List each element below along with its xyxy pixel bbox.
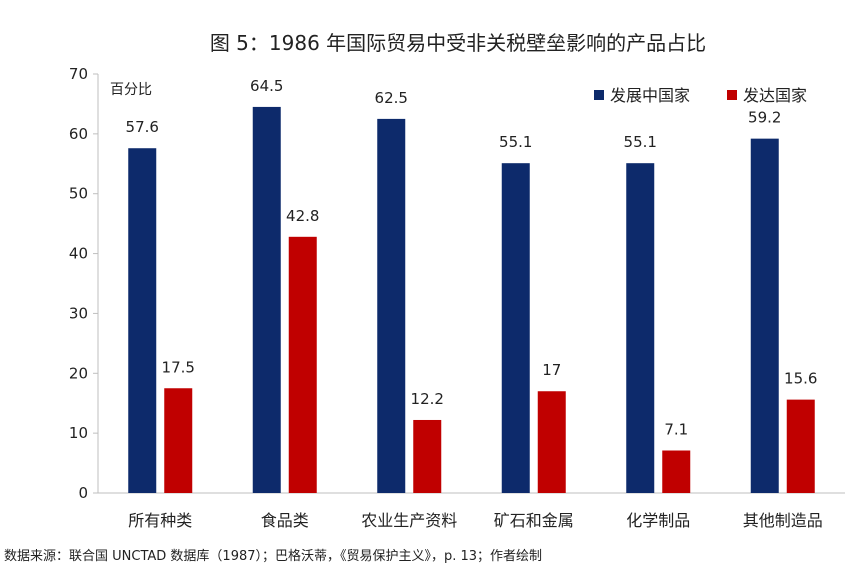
bars: 57.6 17.5 所有种类 64.5 42.8 食品类 62.5 12.2 农业生产资料 55.… bbox=[126, 77, 823, 530]
x-tick-label: 食品类 bbox=[261, 511, 309, 530]
data-label: 15.6 bbox=[784, 370, 817, 388]
bar bbox=[501, 163, 530, 494]
legend: 发展中国家 发达国家 bbox=[594, 86, 807, 105]
data-label: 59.2 bbox=[748, 109, 781, 127]
bar bbox=[413, 419, 442, 493]
y-tick-label: 20 bbox=[69, 364, 88, 382]
data-label: 55.1 bbox=[499, 133, 532, 151]
legend-label: 发达国家 bbox=[743, 86, 807, 105]
legend-label: 发展中国家 bbox=[610, 86, 690, 105]
data-label: 42.8 bbox=[286, 207, 319, 225]
x-tick-label: 农业生产资料 bbox=[361, 511, 457, 530]
bar bbox=[288, 236, 317, 493]
data-label: 17.5 bbox=[162, 358, 195, 376]
data-label: 57.6 bbox=[126, 118, 159, 136]
data-label: 64.5 bbox=[250, 77, 283, 95]
y-tick-label: 60 bbox=[69, 125, 88, 143]
legend-swatch bbox=[727, 90, 737, 100]
bar bbox=[626, 163, 655, 494]
y-tick-label: 50 bbox=[69, 185, 88, 203]
y-tick-label: 40 bbox=[69, 245, 88, 263]
x-tick-label: 所有种类 bbox=[128, 511, 192, 530]
bar bbox=[377, 118, 406, 494]
bar bbox=[662, 450, 691, 493]
bar bbox=[128, 148, 157, 494]
bar bbox=[252, 106, 281, 494]
data-label: 17 bbox=[542, 361, 561, 379]
bar bbox=[750, 138, 779, 493]
bar bbox=[537, 391, 566, 493]
x-tick-label: 其他制造品 bbox=[743, 511, 823, 530]
y-tick-label: 70 bbox=[69, 65, 88, 83]
axes: 0 10 20 30 40 50 60 70 bbox=[69, 65, 845, 502]
bar bbox=[786, 399, 815, 493]
data-label: 62.5 bbox=[375, 89, 408, 107]
y-tick-label: 30 bbox=[69, 304, 88, 322]
legend-swatch bbox=[594, 90, 604, 100]
data-label: 12.2 bbox=[411, 390, 444, 408]
y-tick-label: 0 bbox=[78, 484, 88, 502]
data-label: 55.1 bbox=[624, 133, 657, 151]
x-tick-label: 矿石和金属 bbox=[494, 511, 574, 530]
chart-title: 图 5：1986 年国际贸易中受非关税壁垒影响的产品占比 bbox=[210, 31, 706, 55]
source-note: 数据来源：联合国 UNCTAD 数据库（1987）；巴格沃蒂，《贸易保护主义》，… bbox=[4, 549, 543, 564]
y-unit-label: 百分比 bbox=[110, 82, 152, 98]
data-label: 7.1 bbox=[664, 421, 688, 439]
x-tick-label: 化学制品 bbox=[626, 511, 690, 530]
bar bbox=[164, 388, 193, 493]
chart: 图 5：1986 年国际贸易中受非关税壁垒影响的产品占比 百分比 0 10 20 30… bbox=[69, 31, 845, 530]
y-tick-label: 10 bbox=[69, 424, 88, 442]
